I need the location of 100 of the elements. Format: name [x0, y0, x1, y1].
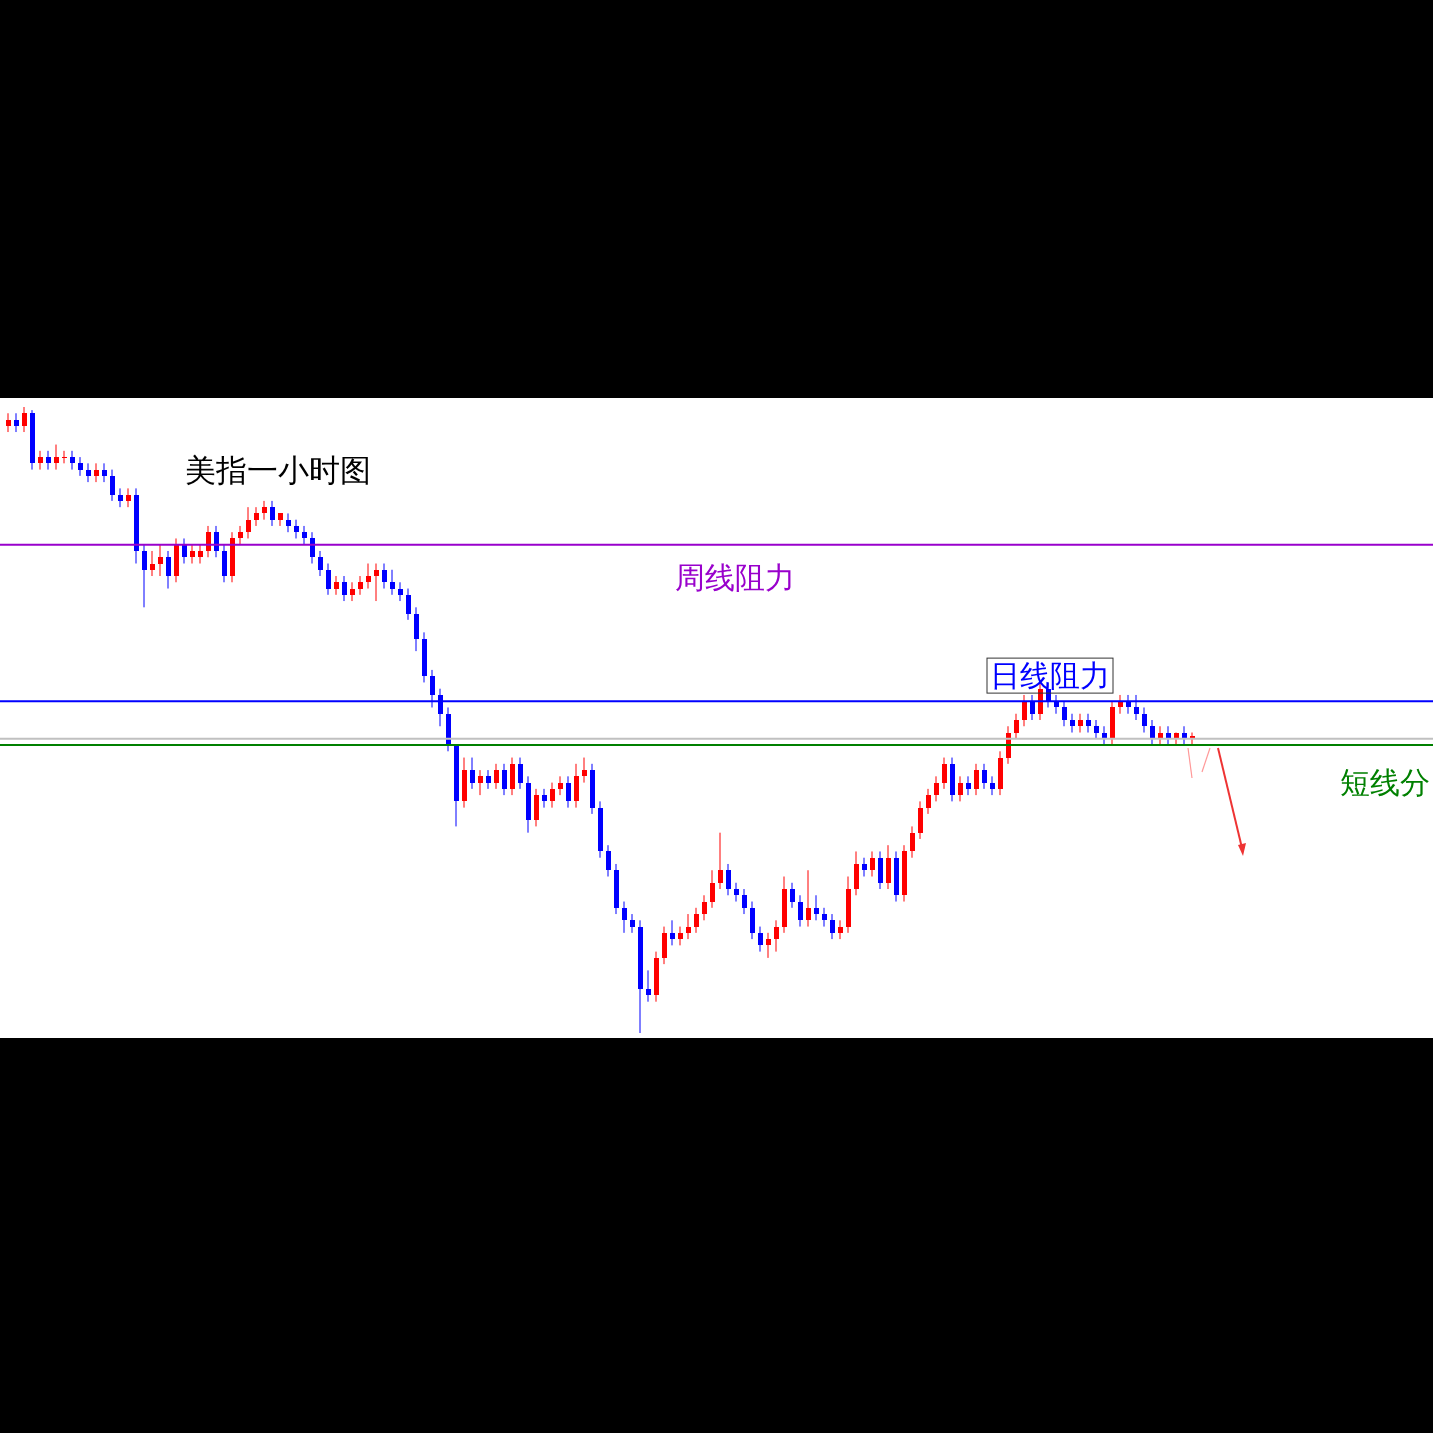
candlestick: [62, 450, 67, 464]
candlestick: [190, 544, 195, 564]
candlestick: [910, 825, 915, 859]
candlestick: [798, 894, 803, 928]
candlestick: [406, 588, 411, 621]
candlestick: [302, 525, 307, 546]
candlestick: [790, 882, 795, 909]
candlestick: [294, 519, 299, 539]
candlestick: [830, 913, 835, 940]
candlestick: [710, 869, 715, 909]
ref-line-label: 周线阻力: [675, 560, 795, 594]
candlestick: [238, 525, 243, 546]
candlestick: [774, 919, 779, 953]
candlestick: [966, 775, 971, 796]
candlestick: [1086, 713, 1091, 734]
candlestick: [494, 763, 499, 790]
candlestick: [1014, 713, 1019, 740]
candlestick: [758, 926, 763, 953]
candlestick: [342, 575, 347, 602]
candlestick: [310, 531, 315, 564]
candlestick: [718, 832, 723, 890]
candlestick: [358, 575, 363, 596]
candlestick: [22, 406, 27, 433]
candlestick: [54, 444, 59, 471]
candlestick: [158, 544, 163, 577]
candlestick: [254, 506, 259, 527]
candlestick: [374, 563, 379, 602]
candlestick: [502, 763, 507, 796]
candlestick: [734, 882, 739, 903]
candlestick: [94, 462, 99, 483]
candlestick: [814, 894, 819, 921]
candlestick: [126, 487, 131, 508]
candlestick: [694, 907, 699, 934]
candlestick: [206, 525, 211, 558]
candlestick: [1150, 719, 1155, 746]
candlestick: [630, 913, 635, 934]
candlestick: [518, 757, 523, 790]
candlestick: [78, 456, 83, 477]
ref-line-label: 日线阻力: [990, 659, 1110, 693]
candlestick: [766, 932, 771, 959]
candlestick: [38, 450, 43, 471]
candlestick: [942, 757, 947, 790]
candlestick: [214, 525, 219, 558]
candlestick: [350, 581, 355, 602]
candlestick: [246, 506, 251, 539]
candlestick: [822, 907, 827, 928]
candlestick: [982, 763, 987, 790]
candlestick: [838, 919, 843, 940]
candlestick: [102, 462, 107, 483]
candlestick: [870, 850, 875, 877]
candlestick: [926, 788, 931, 815]
candlestick: [702, 894, 707, 921]
candlestick: [46, 450, 51, 471]
candlestick: [142, 544, 147, 608]
candlestick: [334, 575, 339, 596]
candlestick: [6, 412, 11, 433]
candlestick: [382, 563, 387, 590]
candlestick: [1078, 713, 1083, 734]
candlestick: [806, 869, 811, 928]
candlestick: [398, 581, 403, 602]
candlestick: [550, 782, 555, 809]
candlestick: [558, 775, 563, 796]
candlestick: [198, 544, 203, 564]
candlestick: [278, 512, 283, 527]
candlestick: [166, 550, 171, 590]
candlestick: [958, 775, 963, 802]
candlestick: [990, 775, 995, 796]
candlestick: [646, 969, 651, 1003]
candlestick: [566, 775, 571, 809]
candlestick: [118, 487, 123, 508]
candlestick: [150, 550, 155, 577]
candlestick: [326, 563, 331, 596]
candlestick: [1070, 713, 1075, 734]
candlestick: [686, 913, 691, 940]
text: 美指一小时图: [185, 453, 371, 489]
candlestick: [286, 512, 291, 533]
candlestick: [366, 563, 371, 590]
candlestick: [622, 901, 627, 934]
candlestick: [478, 769, 483, 796]
candlestick: [86, 462, 91, 483]
candlestick: [542, 788, 547, 809]
candlestick: [270, 500, 275, 527]
candlestick: [14, 412, 19, 433]
candlestick: [974, 763, 979, 796]
candlestick: [670, 919, 675, 946]
candlestick: [726, 863, 731, 896]
candlestick: [70, 450, 75, 471]
candlestick: [934, 775, 939, 802]
candlestick: [1094, 719, 1099, 740]
candlestick: [470, 757, 475, 790]
candlestick: [262, 500, 267, 521]
candlestick: [486, 769, 491, 790]
candlestick: [606, 844, 611, 877]
candlestick: [678, 926, 683, 946]
candlestick: [862, 857, 867, 877]
candlestick: [582, 757, 587, 784]
candlestick: [318, 550, 323, 577]
candlestick: [742, 888, 747, 915]
candlestick: [1142, 706, 1147, 734]
candlestick: [110, 469, 115, 502]
